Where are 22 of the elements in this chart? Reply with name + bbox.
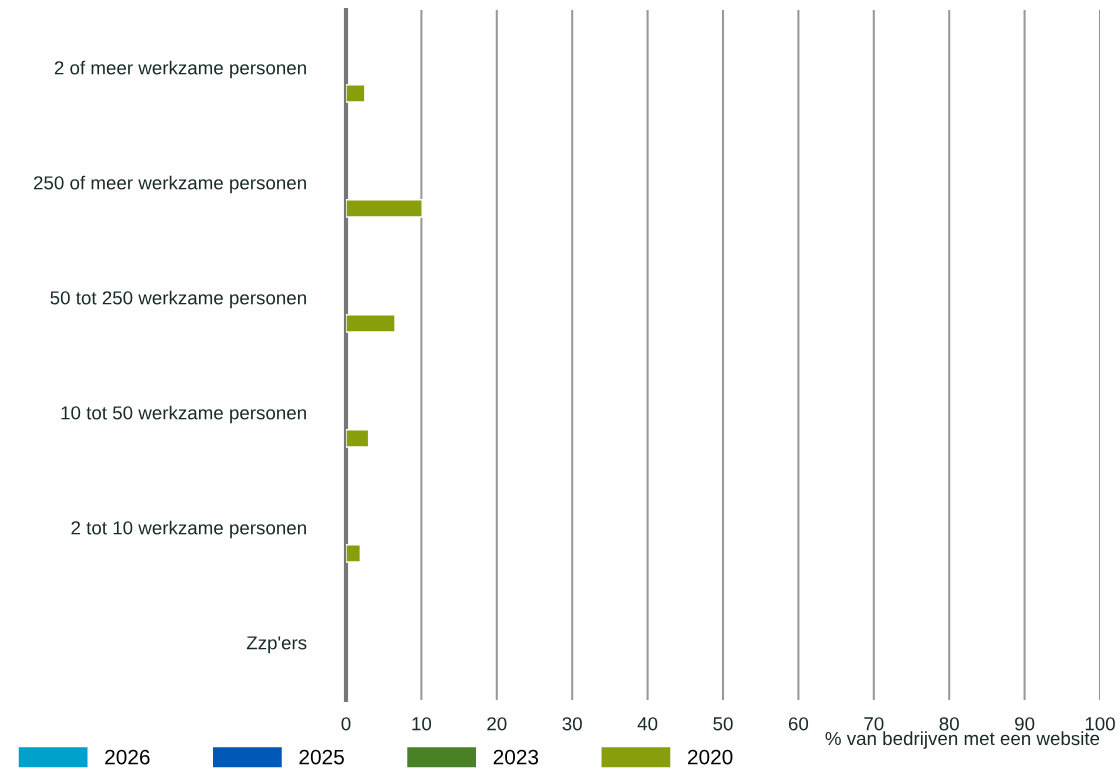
x-axis-title: % van bedrijven met een website — [825, 731, 1100, 749]
x-tick-label: 60 — [788, 717, 809, 731]
x-tick-label: 10 — [412, 717, 432, 731]
x-tick-label: 30 — [562, 717, 582, 731]
legend-label: 2026 — [105, 749, 150, 765]
x-tick-label: 20 — [487, 717, 507, 731]
x-tick-label: 80 — [939, 717, 959, 731]
x-tick-label: 100 — [1085, 717, 1115, 731]
y-tick-label: 10 tot 50 werkzame personen — [61, 405, 306, 424]
x-tick-label: 50 — [713, 717, 733, 731]
x-tick-label: 70 — [864, 717, 884, 731]
y-tick-label: 50 tot 250 werkzame personen — [50, 290, 306, 309]
x-tick-label: 40 — [637, 717, 658, 731]
y-tick-label: 250 of meer werkzame personen — [33, 175, 306, 194]
legend-label: 2020 — [687, 749, 733, 765]
y-tick-label: Zzp'ers — [246, 636, 307, 654]
legend-label: 2023 — [493, 749, 539, 765]
x-tick-label: 0 — [341, 717, 351, 731]
y-tick-label: 2 tot 10 werkzame personen — [71, 520, 306, 539]
y-tick-label: 2 of meer werkzame personen — [54, 60, 306, 79]
x-tick-label: 90 — [1015, 717, 1035, 731]
legend-label: 2025 — [299, 749, 344, 765]
